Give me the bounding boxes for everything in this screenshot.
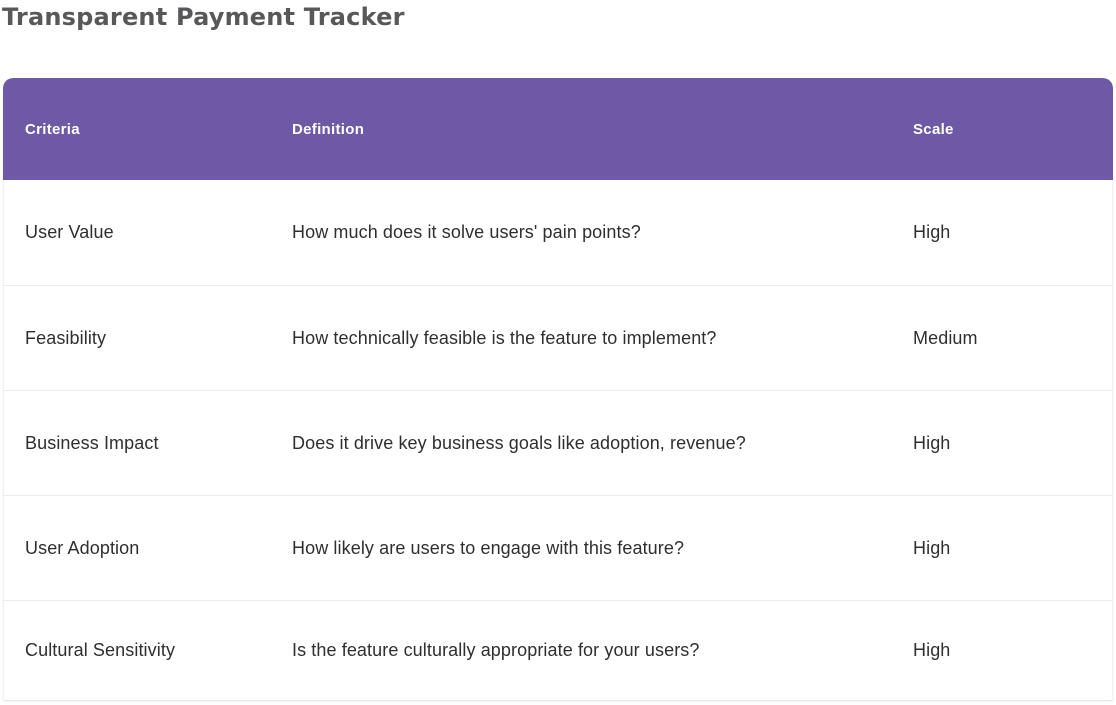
- table-row: User Value How much does it solve users'…: [4, 180, 1112, 285]
- column-header-definition: Definition: [292, 120, 365, 138]
- cell-definition: Does it drive key business goals like ad…: [292, 432, 746, 453]
- column-header-criteria: Criteria: [25, 120, 80, 138]
- table-row: Feasibility How technically feasible is …: [4, 285, 1112, 390]
- table-row: User Adoption How likely are users to en…: [4, 495, 1112, 600]
- cell-scale: High: [913, 640, 951, 660]
- cell-criteria: Cultural Sensitivity: [25, 640, 176, 660]
- cell-definition: How technically feasible is the feature …: [292, 327, 717, 348]
- cell-criteria: User Value: [25, 222, 114, 242]
- cell-scale: Medium: [913, 327, 978, 348]
- cell-criteria: Business Impact: [25, 432, 159, 453]
- cell-scale: High: [913, 432, 951, 453]
- criteria-table: Criteria Definition Scale User Value How…: [3, 78, 1113, 701]
- cell-criteria: Feasibility: [25, 327, 107, 348]
- table-row: Business Impact Does it drive key busine…: [4, 390, 1112, 495]
- table-header-row: Criteria Definition Scale: [3, 78, 1113, 180]
- column-header-scale: Scale: [913, 120, 954, 138]
- table-row: Cultural Sensitivity Is the feature cult…: [4, 600, 1112, 701]
- cell-scale: High: [913, 222, 951, 242]
- cell-definition: How much does it solve users' pain point…: [292, 222, 641, 242]
- cell-scale: High: [913, 537, 951, 558]
- cell-definition: Is the feature culturally appropriate fo…: [292, 640, 700, 660]
- table-body: User Value How much does it solve users'…: [3, 180, 1113, 701]
- page-title: Transparent Payment Tracker: [2, 3, 405, 31]
- cell-definition: How likely are users to engage with this…: [292, 537, 685, 558]
- cell-criteria: User Adoption: [25, 537, 140, 558]
